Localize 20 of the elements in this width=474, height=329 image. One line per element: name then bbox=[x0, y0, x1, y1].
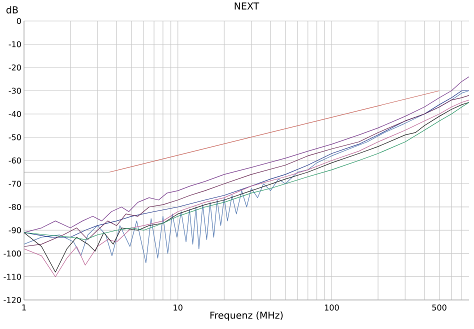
y-tick-label: -110 bbox=[4, 274, 21, 280]
y-tick-label: -120 bbox=[4, 296, 21, 304]
y-tick-label: 0 bbox=[16, 18, 21, 24]
y-tick-label: -100 bbox=[4, 250, 21, 257]
y-tick-label: -50 bbox=[8, 134, 21, 140]
x-tick-label: 500 bbox=[432, 304, 446, 311]
y-axis-title: dB bbox=[6, 6, 18, 14]
chart-title: NEXT bbox=[234, 2, 260, 10]
y-tick-label: -80 bbox=[8, 204, 21, 210]
y-tick-label: -90 bbox=[8, 227, 21, 234]
x-tick-label: 10 bbox=[174, 304, 182, 311]
y-tick-label: -60 bbox=[8, 157, 21, 164]
x-axis-title: Frequenz (MHz) bbox=[210, 311, 283, 321]
y-tick-label: -40 bbox=[8, 110, 21, 118]
y-tick-label: -70 bbox=[8, 180, 21, 187]
x-tick-label: 1 bbox=[22, 304, 26, 310]
y-tick-label: -30 bbox=[8, 88, 21, 94]
y-tick-label: -10 bbox=[8, 41, 21, 48]
y-tick-label: -20 bbox=[8, 64, 21, 71]
x-tick-label: 100 bbox=[324, 304, 339, 311]
